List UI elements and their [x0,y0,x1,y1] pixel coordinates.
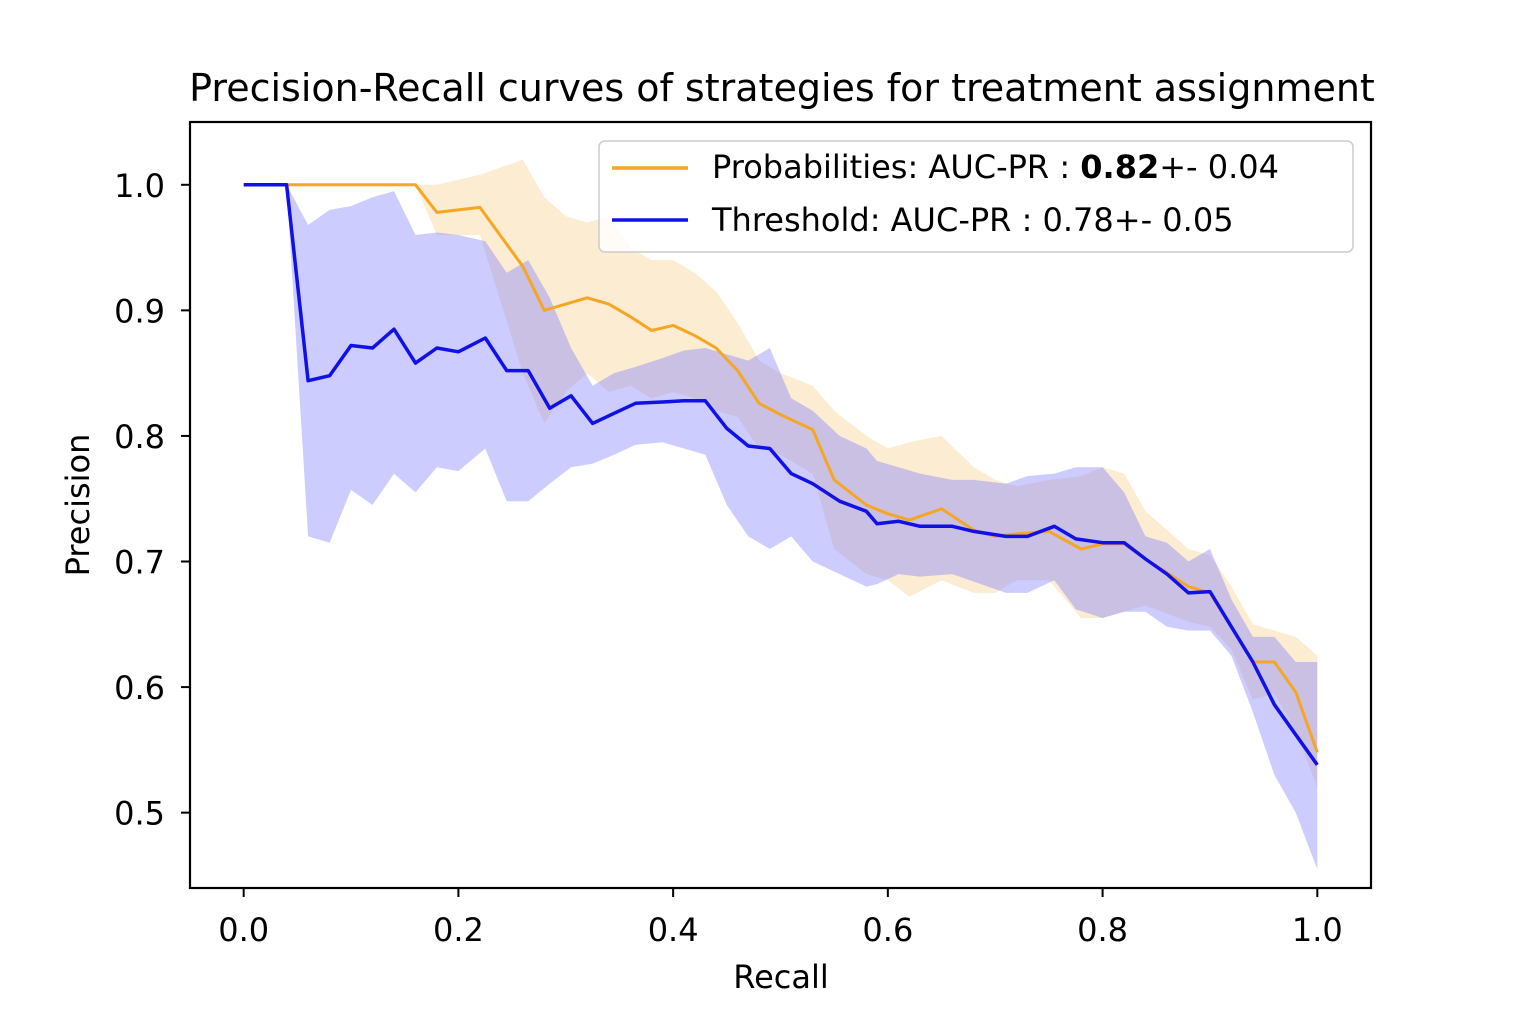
plot-frame [188,120,1373,890]
legend-prefix-threshold: Threshold: AUC-PR : [711,201,1043,239]
confidence-bands [243,159,1318,870]
series-lines [243,183,1319,766]
x-axis-ticks: 0.0 0.2 0.4 0.6 0.8 1.0 [218,888,1343,949]
x-axis-label: Recall [733,958,828,996]
legend-prefix-probabilities: Probabilities: AUC-PR : [712,148,1080,186]
y-tick-label: 0.5 [114,795,165,833]
band-probabilities [243,159,1318,788]
legend-suffix-probabilities: +- 0.04 [1159,148,1279,186]
line-threshold [243,183,1319,766]
y-tick-label: 0.8 [114,418,165,456]
y-tick-label: 0.7 [114,544,165,582]
legend-label-threshold: Threshold: AUC-PR : 0.78+- 0.05 [711,201,1234,239]
legend-suffix-threshold: 0.78+- 0.05 [1043,201,1234,239]
x-tick-label: 0.6 [862,911,913,949]
legend-box [598,140,1354,253]
x-tick-label: 1.0 [1292,911,1343,949]
y-tick-label: 0.6 [114,669,165,707]
chart-title: Precision-Recall curves of strategies fo… [189,66,1375,110]
legend-label-probabilities: Probabilities: AUC-PR : 0.82+- 0.04 [712,148,1279,186]
x-tick-label: 0.4 [648,911,699,949]
legend: Probabilities: AUC-PR : 0.82+- 0.04 Thre… [598,140,1354,253]
band-threshold [243,184,1318,870]
y-axis-label: Precision [59,434,97,577]
x-tick-label: 0.2 [433,911,484,949]
y-tick-label: 0.9 [114,292,165,330]
line-probabilities [243,183,1319,753]
y-tick-label: 1.0 [114,167,165,205]
x-tick-label: 0.0 [218,911,269,949]
x-tick-label: 0.8 [1077,911,1128,949]
y-axis-ticks: 0.5 0.6 0.7 0.8 0.9 1.0 [114,167,190,833]
legend-bold-probabilities: 0.82 [1080,148,1159,186]
